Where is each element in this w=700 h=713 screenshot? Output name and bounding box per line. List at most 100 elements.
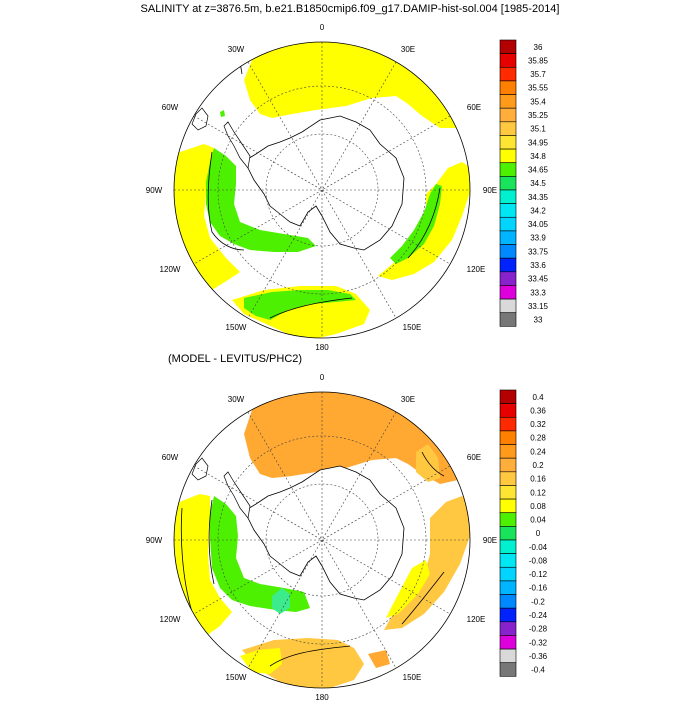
salinity-map: 0 30E 60E 90E 120E 150E 180 150W 120W 90…	[140, 18, 500, 358]
lon-label-120w: 120W	[160, 265, 181, 274]
colorbar-salinity-tick-label: 35.7	[530, 70, 546, 79]
contour-line	[407, 187, 441, 259]
colorbar-difference-color-box	[499, 430, 517, 445]
colorbar-salinity-color-box	[499, 203, 517, 218]
colorbar-salinity-color-box	[499, 107, 517, 123]
colorbar-salinity-tick-label: 33.45	[528, 275, 549, 284]
meridian	[193, 465, 451, 615]
field-yellow-east-band	[386, 560, 430, 618]
colorbar-salinity-color-box	[499, 80, 517, 95]
lon-label-30w: 30W	[228, 45, 245, 54]
colorbar-salinity-color-box	[499, 298, 517, 314]
colorbar-difference-tick-label: -0.32	[529, 638, 548, 647]
field-green-west	[206, 148, 316, 252]
plot-title: SALINITY at z=3876.5m, b.e21.B1850cmip6.…	[140, 3, 560, 15]
meridian	[193, 115, 451, 265]
lon-label-60e: 60E	[467, 103, 481, 112]
colorbar-salinity-color-box	[499, 135, 517, 150]
lon-label-60e: 60E	[467, 453, 481, 462]
colorbar-difference-tick-label: -0.04	[529, 543, 548, 552]
colorbar-difference-tick-label: -0.36	[529, 652, 548, 661]
colorbar-salinity-color-box	[499, 39, 517, 54]
antarctica-coastline	[245, 115, 405, 251]
field-orange-south-right	[368, 650, 390, 668]
colorbar-salinity-tick-label: 34.8	[530, 152, 546, 161]
lon-label-150e: 150E	[403, 323, 422, 332]
colorbar-salinity-tick-label: 35.25	[528, 111, 549, 120]
colorbar-difference-color-box	[499, 580, 517, 595]
lon-label-60w: 60W	[162, 453, 179, 462]
contour-line	[239, 61, 243, 75]
lon-label-90e: 90E	[483, 536, 497, 545]
colorbar-salinity-tick-label: 33.9	[530, 234, 546, 243]
lon-label-120e: 120E	[467, 615, 486, 624]
colorbar-difference-tick-label: 0.4	[532, 393, 544, 402]
meridian	[193, 115, 451, 265]
lon-label-0: 0	[320, 23, 325, 32]
difference-map-svg: 0 30E 60E 90E 120E 150E 180 150W 120W 90…	[146, 373, 497, 702]
lon-label-180: 180	[315, 343, 329, 352]
colorbar-salinity-tick-label: 35.85	[528, 56, 549, 65]
colorbar-difference-tick-label: 0.16	[530, 475, 546, 484]
colorbar-salinity-svg: 36 35.85 35.7 35.55 35.4 35.25 35.1 34.95 34.8 34…	[499, 39, 549, 327]
colorbar-difference-tick-label: -0.12	[529, 570, 548, 579]
field-light-orange-east	[384, 496, 470, 630]
colorbar-salinity-tick-label: 35.4	[530, 97, 546, 106]
colorbar-difference-color-box	[499, 662, 517, 677]
meridian	[193, 465, 451, 615]
colorbar-salinity-tick-label: 34.35	[528, 193, 549, 202]
colorbar-difference-tick-label: -0.28	[529, 625, 548, 634]
colorbar-salinity-tick-label: 36	[534, 43, 543, 52]
meridian	[247, 411, 397, 669]
colorbar-difference-tick-label: 0.12	[530, 488, 546, 497]
colorbar-difference-tick-label: 0.08	[530, 502, 546, 511]
colorbar-difference-color-box	[499, 457, 517, 473]
colorbar-salinity-tick-label: 34.2	[530, 206, 546, 215]
colorbar-difference-color-box	[499, 403, 517, 418]
lon-label-90e: 90E	[483, 186, 497, 195]
lon-label-90w: 90W	[146, 536, 163, 545]
colorbar-salinity-color-box	[499, 285, 517, 300]
colorbar-salinity-color-box	[499, 148, 517, 164]
colorbar-salinity-color-box	[499, 176, 517, 191]
contour-line	[269, 645, 351, 667]
colorbar-salinity-tick-label: 34.95	[528, 138, 549, 147]
field-light-orange-ne	[416, 444, 440, 482]
colorbar-salinity-tick-label: 35.55	[528, 84, 549, 93]
colorbar-difference-color-box	[499, 471, 517, 486]
field-green-south	[244, 290, 356, 320]
lon-label-120w: 120W	[160, 615, 181, 624]
lon-label-150e: 150E	[403, 673, 422, 682]
colorbar-difference-color-box	[499, 566, 517, 582]
colorbar-difference-tick-label: 0.24	[530, 447, 546, 456]
meridian	[247, 61, 397, 319]
colorbar-difference-color-box	[499, 539, 517, 554]
contour-line	[269, 297, 353, 319]
lon-label-150w: 150W	[226, 673, 247, 682]
colorbar-salinity-tick-label: 33.6	[530, 261, 546, 270]
colorbar-salinity-tick-label: 33	[534, 316, 543, 325]
salinity-map-svg: 0 30E 60E 90E 120E 150E 180 150W 120W 90…	[146, 23, 497, 352]
lon-label-120e: 120E	[467, 265, 486, 274]
map-border	[173, 41, 471, 339]
colorbar-salinity-color-box	[499, 312, 517, 327]
colorbar-difference-color-box	[499, 512, 517, 527]
colorbar-difference-tick-label: -0.16	[529, 584, 548, 593]
lon-label-90w: 90W	[146, 186, 163, 195]
lon-label-30e: 30E	[401, 395, 415, 404]
colorbar-difference-color-box	[499, 621, 517, 636]
meridian	[247, 61, 397, 319]
colorbar-salinity-tick-label: 33.15	[528, 302, 549, 311]
colorbar-difference-color-box	[499, 635, 517, 650]
field-green-west	[210, 496, 310, 612]
difference-map: 0 30E 60E 90E 120E 150E 180 150W 120W 90…	[140, 368, 500, 708]
colorbar-salinity-color-box	[499, 121, 517, 136]
colorbar-difference-tick-label: -0.08	[529, 556, 548, 565]
lon-label-30e: 30E	[401, 45, 415, 54]
contour-line	[207, 151, 245, 251]
meridian	[247, 411, 397, 669]
colorbar-salinity-tick-label: 33.75	[528, 247, 549, 256]
field-green-speck	[220, 110, 225, 117]
colorbar-salinity-tick-label: 34.65	[528, 166, 549, 175]
field-yellow-south	[240, 648, 282, 674]
